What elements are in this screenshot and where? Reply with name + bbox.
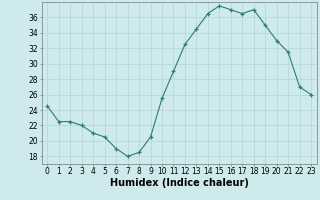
X-axis label: Humidex (Indice chaleur): Humidex (Indice chaleur)	[110, 178, 249, 188]
